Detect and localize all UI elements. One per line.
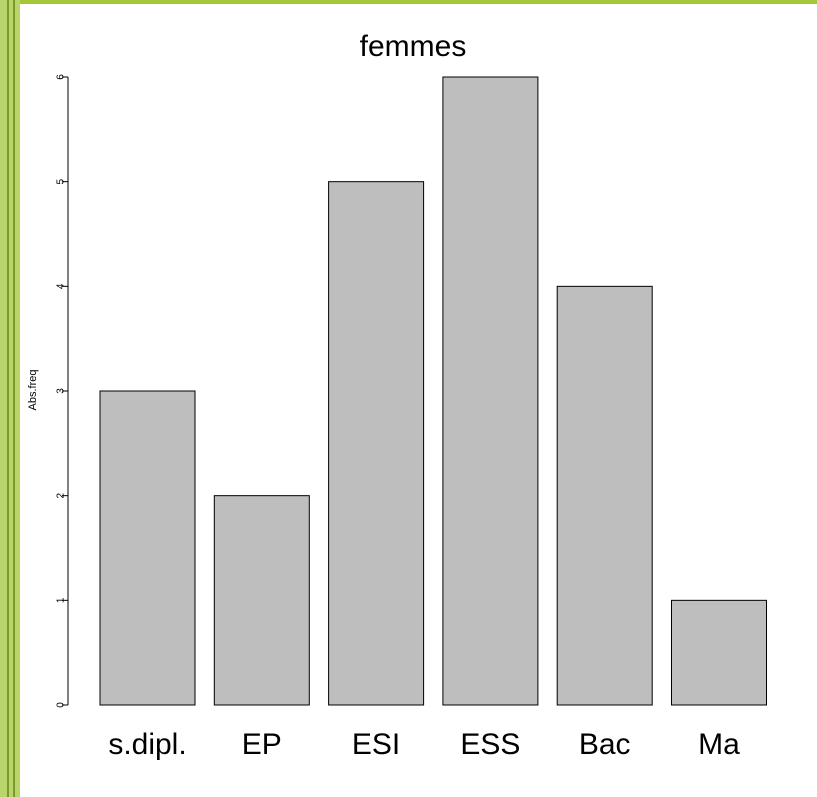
bar xyxy=(328,181,425,706)
x-tick-label: EP xyxy=(242,728,282,761)
y-tick-label: 3 xyxy=(56,388,67,394)
x-tick-label: Bac xyxy=(579,728,631,761)
chart-title: femmes xyxy=(360,30,467,63)
bar xyxy=(671,599,767,706)
bar xyxy=(213,495,310,706)
y-tick-label: 6 xyxy=(56,74,67,80)
x-tick-label: Ma xyxy=(698,728,740,761)
top-border xyxy=(0,0,817,4)
bar xyxy=(99,390,196,706)
bar xyxy=(556,285,653,706)
y-tick-label: 4 xyxy=(56,283,67,289)
y-tick-label: 5 xyxy=(56,178,67,184)
left-border xyxy=(0,0,20,797)
y-tick-label: 2 xyxy=(56,492,67,498)
bar xyxy=(442,76,539,706)
y-tick-label: 0 xyxy=(56,702,67,708)
y-axis-label: Abs.freq xyxy=(27,370,39,411)
y-tick-label: 1 xyxy=(56,597,67,603)
x-tick-label: s.dipl. xyxy=(108,728,186,761)
x-tick-label: ESI xyxy=(352,728,400,761)
x-tick-label: ESS xyxy=(460,728,520,761)
